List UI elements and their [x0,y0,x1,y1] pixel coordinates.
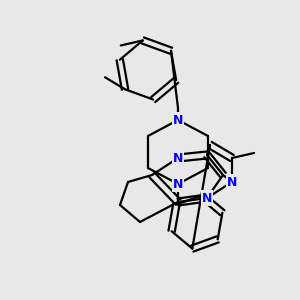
Text: N: N [173,152,183,164]
Text: N: N [202,191,212,205]
Text: N: N [173,113,183,127]
Text: N: N [227,176,237,188]
Text: N: N [173,178,183,190]
